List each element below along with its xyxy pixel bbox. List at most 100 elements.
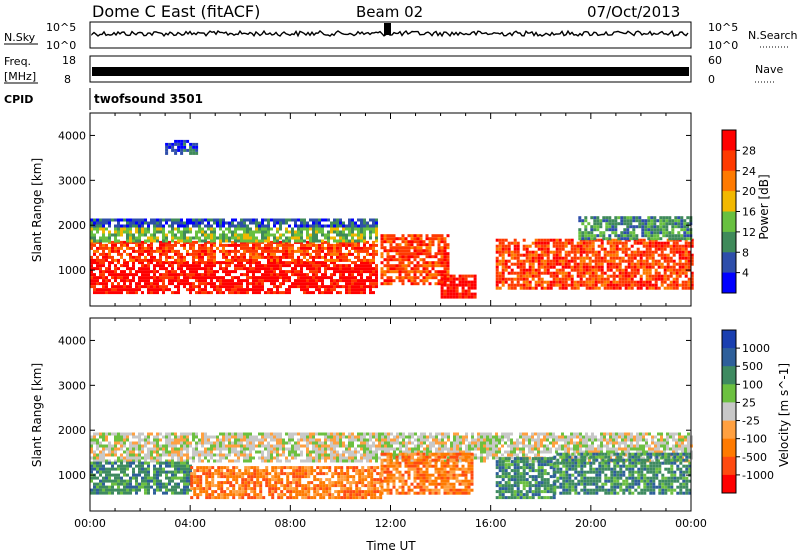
- echo-cell: [327, 444, 330, 448]
- echo-cell: [168, 218, 171, 222]
- echo-cell: [138, 435, 141, 439]
- echo-cell: [192, 236, 195, 240]
- echo-cell: [261, 264, 264, 268]
- echo-cell: [672, 247, 676, 251]
- echo-cell: [234, 258, 237, 262]
- echo-cell: [570, 259, 574, 263]
- echo-cell: [132, 288, 135, 292]
- echo-cell: [612, 259, 616, 263]
- echo-cell: [327, 233, 330, 237]
- echo-cell: [300, 246, 303, 250]
- echo-cell: [309, 435, 312, 439]
- echo-cell: [584, 216, 588, 220]
- echo-cell: [624, 271, 628, 275]
- echo-cell: [330, 453, 333, 457]
- echo-cell: [243, 230, 246, 234]
- echo-cell: [357, 450, 360, 454]
- echo-cell: [144, 279, 147, 283]
- echo-cell: [252, 255, 255, 259]
- echo-cell: [366, 447, 369, 451]
- echo-cell: [234, 239, 237, 243]
- echo-cell: [246, 246, 249, 250]
- echo-cell: [437, 252, 441, 256]
- echo-cell: [177, 221, 180, 225]
- echo-cell: [339, 459, 342, 463]
- echo-cell: [99, 243, 102, 247]
- echo-cell: [132, 456, 135, 460]
- echo-cell: [282, 453, 285, 457]
- echo-cell: [300, 285, 303, 289]
- echo-cell: [222, 261, 225, 265]
- echo-cell: [654, 247, 658, 251]
- echo-cell: [228, 441, 231, 445]
- echo-cell: [543, 244, 547, 248]
- echo-cell: [231, 282, 234, 286]
- echo-cell: [510, 450, 513, 454]
- echo-cell: [249, 270, 252, 274]
- colorbar-segment: [722, 231, 736, 253]
- echo-cell: [282, 264, 285, 268]
- echo-cell: [638, 216, 642, 220]
- echo-cell: [177, 273, 180, 277]
- echo-cell: [345, 233, 348, 237]
- echo-cell: [593, 216, 597, 220]
- echo-cell: [141, 233, 144, 237]
- echo-cell: [138, 438, 141, 442]
- echo-cell: [198, 264, 201, 268]
- echo-cell: [105, 453, 108, 457]
- echo-cell: [336, 233, 339, 237]
- echo-cell: [93, 239, 96, 243]
- echo-cell: [108, 444, 111, 448]
- echo-cell: [522, 274, 526, 278]
- echo-cell: [150, 459, 153, 463]
- echo-cell: [324, 261, 327, 265]
- echo-cell: [437, 264, 441, 268]
- echo-cell: [255, 276, 258, 280]
- echo-cell: [276, 258, 279, 262]
- echo-cell: [420, 450, 423, 454]
- echo-cell: [189, 151, 193, 155]
- echo-cell: [141, 285, 144, 289]
- echo-cell: [270, 273, 273, 277]
- echo-cell: [129, 444, 132, 448]
- echo-cell: [443, 240, 447, 244]
- echo-cell: [306, 243, 309, 247]
- echo-cell: [467, 274, 471, 278]
- echo-cell: [686, 234, 690, 238]
- echo-cell: [105, 447, 108, 451]
- echo-cell: [573, 447, 576, 451]
- echo-cell: [195, 249, 198, 253]
- echo-cell: [437, 279, 441, 283]
- echo-cell: [606, 438, 609, 442]
- echo-cell: [630, 286, 634, 290]
- echo-cell: [333, 282, 336, 286]
- echo-cell: [129, 456, 132, 460]
- freq-unit-label: [MHz]: [4, 70, 36, 83]
- echo-cell: [150, 456, 153, 460]
- echo-cell: [401, 240, 405, 244]
- echo-cell: [555, 241, 559, 245]
- echo-cell: [147, 264, 150, 268]
- echo-cell: [603, 247, 607, 251]
- echo-cell: [339, 246, 342, 250]
- echo-cell: [153, 255, 156, 259]
- echo-cell: [392, 258, 396, 262]
- colorbar-segment: [722, 170, 736, 192]
- echo-cell: [192, 145, 196, 149]
- echo-cell: [123, 240, 126, 244]
- echo-cell: [606, 277, 610, 281]
- echo-cell: [357, 267, 360, 271]
- echo-cell: [177, 218, 180, 222]
- echo-cell: [672, 271, 676, 275]
- echo-cell: [276, 243, 279, 247]
- echo-cell: [264, 218, 267, 222]
- echo-cell: [327, 246, 330, 250]
- echo-cell: [147, 239, 150, 243]
- echo-cell: [675, 268, 679, 272]
- echo-cell: [186, 230, 189, 234]
- echo-cell: [446, 252, 450, 256]
- echo-cell: [162, 288, 165, 292]
- echo-cell: [225, 453, 228, 457]
- echo-cell: [309, 267, 312, 271]
- echo-cell: [525, 268, 529, 272]
